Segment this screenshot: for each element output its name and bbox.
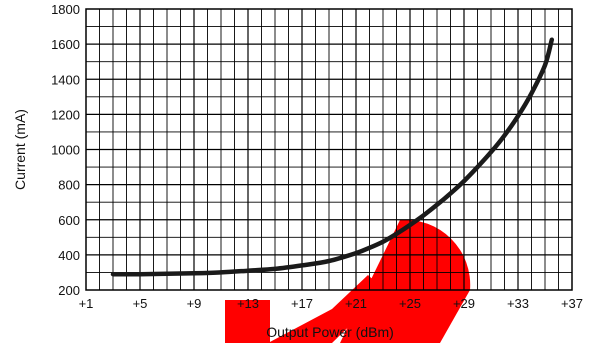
x-tick-label: +21 bbox=[345, 296, 367, 311]
y-tick-label: 800 bbox=[58, 178, 80, 193]
x-tick-label: +9 bbox=[187, 296, 202, 311]
y-tick-label: 1200 bbox=[51, 107, 80, 122]
series-line bbox=[110, 37, 555, 277]
x-tick-label: +33 bbox=[507, 296, 529, 311]
x-tick-label: +13 bbox=[237, 296, 259, 311]
y-axis-title: Current (mA) bbox=[12, 109, 28, 190]
y-tick-label: 200 bbox=[58, 283, 80, 298]
series-layer bbox=[110, 37, 555, 277]
plot-frame bbox=[85, 8, 573, 291]
y-tick-label: 400 bbox=[58, 248, 80, 263]
y-tick-label: 1600 bbox=[51, 37, 80, 52]
x-tick-label: +5 bbox=[133, 296, 148, 311]
x-axis-title: Output Power (dBm) bbox=[266, 324, 394, 340]
major-gridlines bbox=[86, 9, 572, 290]
y-tick-label: 600 bbox=[58, 213, 80, 228]
y-tick-label: 1800 bbox=[51, 2, 80, 17]
y-tick-label: 1000 bbox=[51, 143, 80, 158]
y-axis-tick-labels: 200 400 600 800 1000 1200 1400 1600 1800 bbox=[51, 2, 80, 298]
y-tick-label: 1400 bbox=[51, 72, 80, 87]
x-tick-label: +1 bbox=[79, 296, 94, 311]
x-tick-label: +37 bbox=[561, 296, 583, 311]
x-tick-label: +29 bbox=[453, 296, 475, 311]
watermark-logo bbox=[225, 219, 471, 343]
x-axis-tick-labels: +1 +5 +9 +13 +17 +21 +25 +29 +33 +37 bbox=[79, 296, 583, 311]
x-tick-label: +17 bbox=[291, 296, 313, 311]
x-tick-label: +25 bbox=[399, 296, 421, 311]
